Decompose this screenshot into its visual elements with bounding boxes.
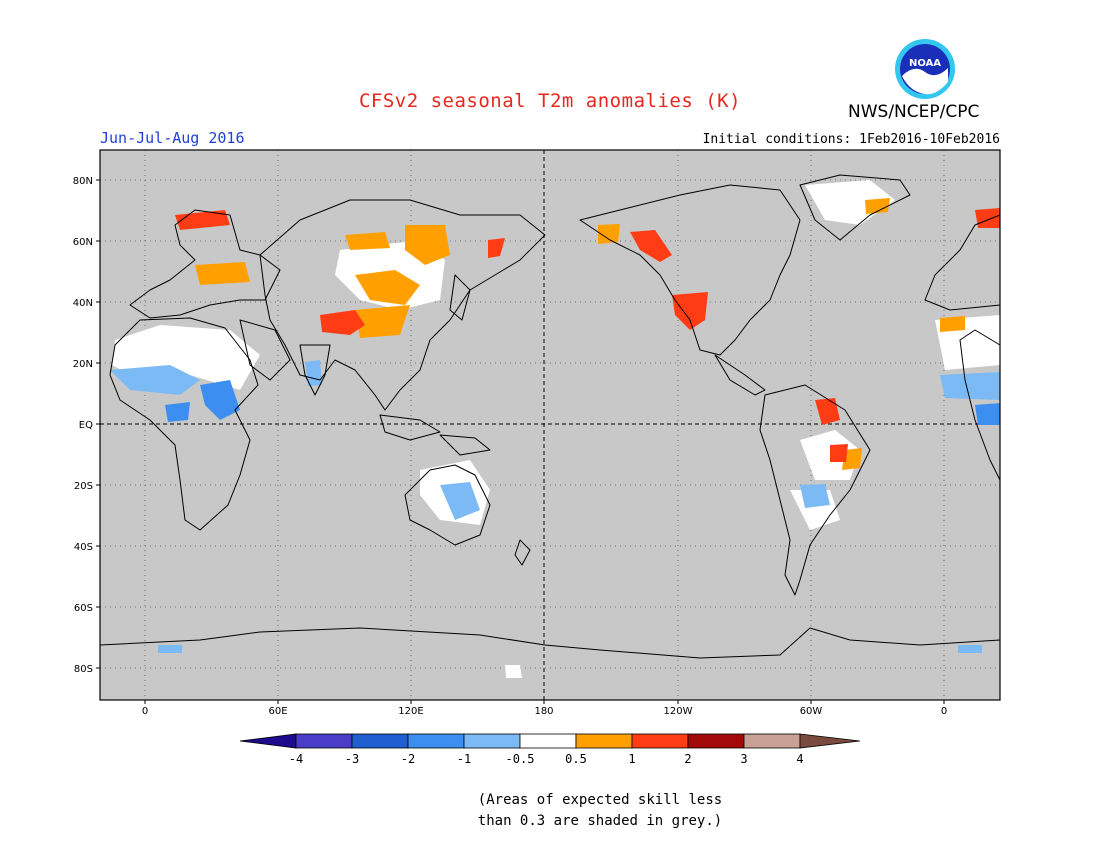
lat-label: 20N <box>73 359 93 370</box>
legend-label: 3 <box>740 752 747 766</box>
season-label: Jun-Jul-Aug 2016 <box>100 129 245 147</box>
lat-label: 80S <box>74 664 93 675</box>
color-legend: -4 -3 -2 -1 -0.5 0.5 1 2 3 4 <box>239 733 861 766</box>
skill-note-line1: (Areas of expected skill less <box>477 792 723 808</box>
legend-swatch <box>519 733 577 749</box>
legend-label: -1 <box>457 752 471 766</box>
strong-cool-anomaly-regions <box>165 380 1000 425</box>
initial-conditions-label: Initial conditions: 1Feb2016-10Feb2016 <box>702 132 1000 147</box>
legend-swatch <box>743 733 801 749</box>
map-gridlines <box>100 150 1000 700</box>
legend-swatch <box>575 733 633 749</box>
lat-label: 60N <box>73 237 93 248</box>
legend-label: 0.5 <box>565 752 587 766</box>
skill-note-line2: than 0.3 are shaded in grey.) <box>477 813 723 829</box>
lon-label: 0 <box>941 706 947 717</box>
legend-swatch <box>295 733 353 749</box>
legend-arrow-left <box>239 733 297 749</box>
legend-label: -2 <box>401 752 415 766</box>
lat-label: 40S <box>74 542 93 553</box>
legend-label: -3 <box>345 752 359 766</box>
lon-label: 180 <box>534 706 553 717</box>
lon-label: 60W <box>800 706 823 717</box>
strong-warm-anomaly-regions <box>175 208 1000 462</box>
legend-swatch <box>687 733 745 749</box>
axis-ticks <box>96 179 945 704</box>
map-background <box>100 150 1000 700</box>
legend-label: 1 <box>628 752 635 766</box>
lon-label: 60E <box>268 706 287 717</box>
legend-swatch <box>407 733 465 749</box>
chart-title: CFSv2 seasonal T2m anomalies (K) <box>358 90 742 112</box>
lon-label: 0 <box>142 706 148 717</box>
legend-label: 4 <box>796 752 803 766</box>
legend-swatch <box>463 733 521 749</box>
legend-swatch <box>631 733 689 749</box>
lon-label: 120E <box>398 706 423 717</box>
lon-label: 120W <box>664 706 693 717</box>
lat-label: EQ <box>79 420 93 431</box>
lat-label: 80N <box>73 176 93 187</box>
lat-label: 60S <box>74 603 93 614</box>
lat-label: 40N <box>73 298 93 309</box>
organization-label: NWS/NCEP/CPC <box>848 102 980 122</box>
noaa-logo-icon: NOAA <box>895 39 955 99</box>
legend-label: 2 <box>684 752 691 766</box>
legend-label: -0.5 <box>506 752 535 766</box>
map-frame <box>99 149 1001 701</box>
lat-label: 20S <box>74 481 93 492</box>
cool-anomaly-regions <box>110 360 1000 653</box>
warm-anomaly-regions <box>195 198 965 470</box>
noaa-logo-text: NOAA <box>909 58 941 69</box>
legend-swatch <box>351 733 409 749</box>
legend-label: -4 <box>289 752 303 766</box>
legend-arrow-right <box>799 733 861 749</box>
